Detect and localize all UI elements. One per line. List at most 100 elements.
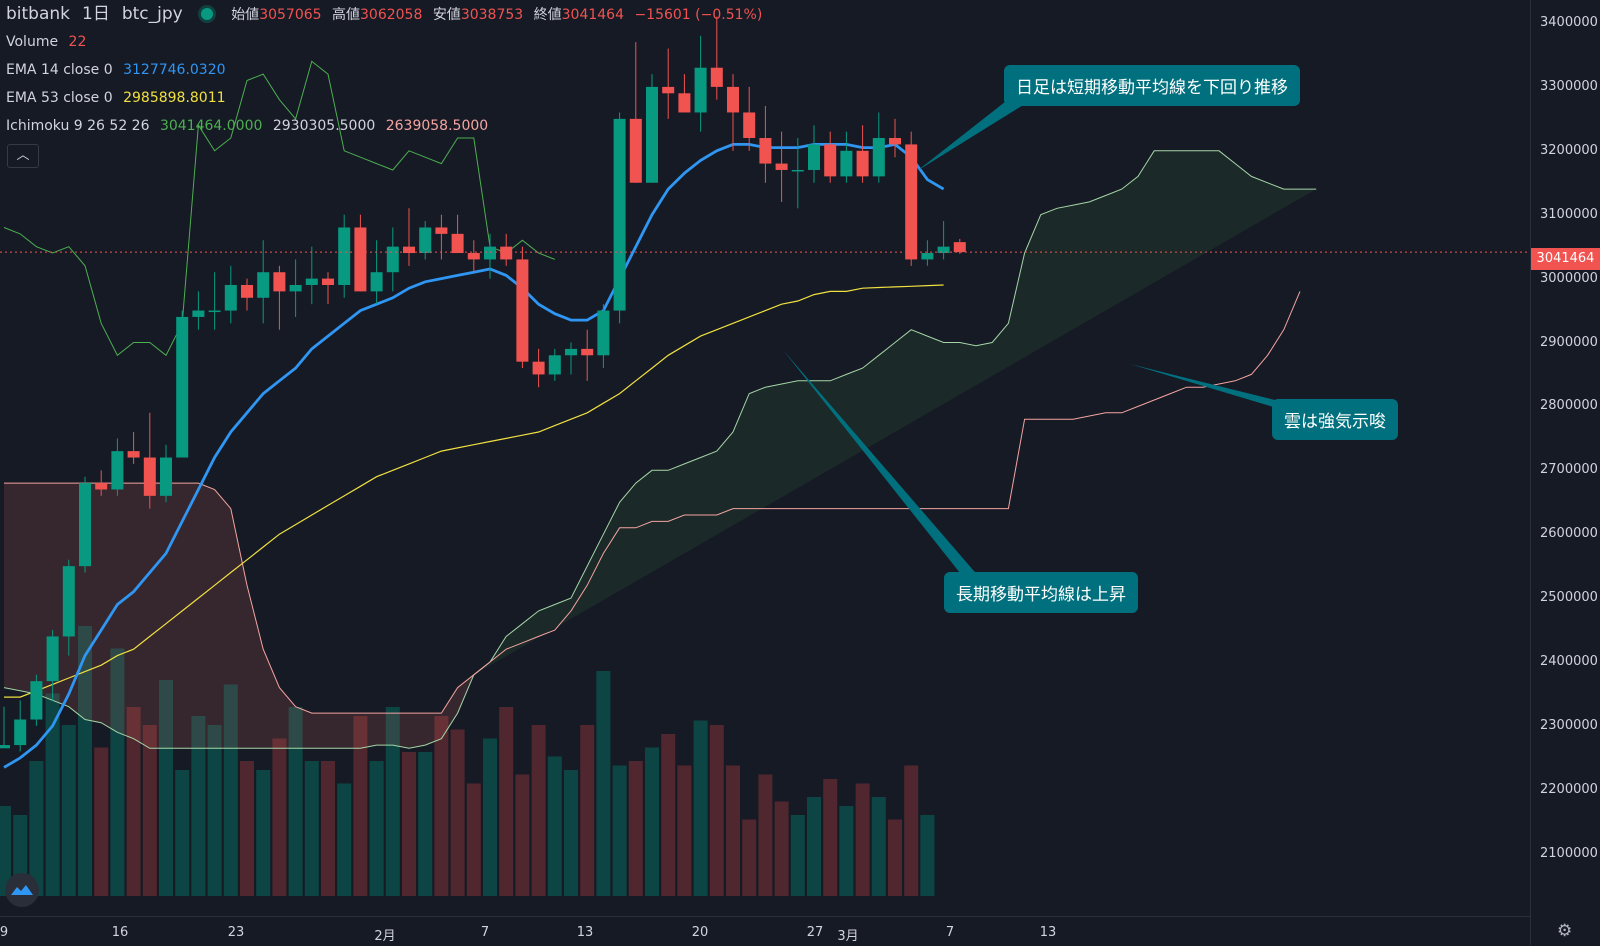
volume-bar: [159, 680, 173, 896]
volume-bar: [564, 770, 578, 896]
candle-body: [30, 681, 43, 720]
volume-bar: [888, 819, 902, 896]
volume-bar: [661, 734, 676, 896]
ema53-value: 2985898.8011: [123, 90, 226, 106]
volume-bar: [0, 806, 11, 896]
ichimoku-value-2: 2930305.5000: [272, 118, 376, 134]
candle-body: [95, 483, 108, 490]
volume-bar: [126, 707, 141, 896]
candle-body: [338, 227, 351, 285]
candle-body: [370, 272, 383, 292]
candle-body: [46, 636, 59, 682]
price-axis-label: 3200000: [1540, 142, 1598, 158]
callout-ema-long: 長期移動平均線は上昇: [944, 572, 1138, 613]
callout-pointer: [917, 98, 1028, 171]
time-axis-label: 23: [227, 925, 245, 940]
volume-bar: [515, 774, 530, 896]
volume-bar: [256, 770, 271, 896]
candle-body: [208, 310, 221, 313]
candle-body: [0, 745, 10, 749]
candle-body: [273, 272, 286, 292]
price-axis-label: 3100000: [1540, 206, 1598, 222]
candle-body: [419, 227, 432, 254]
price-axis[interactable]: [1530, 0, 1600, 945]
price-axis-label: 3300000: [1540, 78, 1598, 94]
high-label: 高値: [332, 7, 360, 23]
candle-body: [646, 86, 658, 183]
volume-bar: [175, 770, 190, 896]
close-label: 終値: [533, 7, 562, 23]
volume-bar: [742, 819, 757, 896]
volume-bar: [709, 725, 724, 896]
callout-cloud: 雲は強気示唆: [1272, 399, 1398, 440]
candle-body: [775, 163, 788, 170]
volume-bar: [450, 729, 465, 896]
ichimoku-legend[interactable]: Ichimoku 9 26 52 26 3041464.0000 2930305…: [6, 117, 488, 135]
time-axis[interactable]: [0, 916, 1530, 946]
candle-body: [322, 278, 334, 285]
time-axis-label: 3月: [837, 929, 859, 944]
candle-body: [500, 246, 513, 260]
interval[interactable]: 1日: [82, 4, 110, 24]
volume-bar: [434, 716, 449, 896]
span-a-line: [3, 150, 1317, 749]
volume-bar: [223, 684, 238, 896]
symbol[interactable]: btc_jpy: [121, 4, 183, 24]
gear-icon[interactable]: ⚙: [1557, 921, 1573, 941]
candle-body: [467, 253, 480, 260]
candle-body: [289, 284, 302, 292]
volume-bar: [402, 752, 416, 896]
volume-bar: [920, 815, 935, 896]
candle-body: [127, 451, 140, 458]
volume-bar: [191, 716, 206, 896]
candle-body: [241, 284, 253, 298]
volume-bar: [807, 797, 821, 896]
candle-body: [937, 246, 950, 254]
candle-body: [62, 566, 75, 637]
candle-body: [14, 719, 27, 746]
candle-body: [581, 348, 594, 356]
ema14-legend[interactable]: EMA 14 close 0 3127746.0320: [6, 61, 226, 79]
volume-bar: [596, 671, 611, 896]
candle-body: [111, 451, 124, 490]
volume-bar: [337, 783, 352, 896]
close-value: 3041464: [561, 7, 624, 23]
candle-body: [192, 310, 205, 317]
time-axis-label: 16: [111, 925, 129, 940]
candle-body: [532, 361, 545, 375]
volume-bar: [823, 779, 838, 896]
candle-body: [354, 227, 367, 292]
volume-bar: [369, 761, 384, 896]
candle-body: [565, 348, 577, 356]
ema53-legend[interactable]: EMA 53 close 0 2985898.8011: [6, 89, 226, 107]
volume-bar: [774, 801, 789, 896]
high-value: 3062058: [360, 7, 423, 23]
price-axis-label: 2500000: [1540, 590, 1598, 606]
candle-body: [548, 355, 561, 375]
price-chart[interactable]: [0, 0, 1530, 916]
callout-ema-short: 日足は短期移動平均線を下回り推移: [1004, 65, 1300, 106]
volume-bar: [45, 693, 60, 896]
candle-body: [597, 310, 610, 356]
volume-bar: [855, 783, 870, 896]
tradingview-logo-icon[interactable]: [5, 873, 39, 907]
chevron-up-icon[interactable]: ︿: [7, 144, 39, 168]
volume-legend[interactable]: Volume 22: [6, 33, 86, 51]
volume-bar: [240, 761, 254, 896]
volume-bar: [547, 756, 562, 896]
volume-bar: [466, 783, 481, 896]
volume-bar: [304, 761, 319, 896]
candle-body: [727, 86, 739, 113]
volume-bar: [61, 725, 76, 896]
ema53-label: EMA 53 close 0: [6, 90, 113, 106]
candle-body: [678, 93, 691, 113]
volume-bar: [726, 765, 740, 896]
volume-value: 22: [68, 34, 87, 50]
open-label: 始値: [231, 7, 260, 23]
candle-body: [224, 284, 237, 311]
candle-body: [435, 227, 448, 234]
candle-body: [759, 138, 772, 164]
volume-bar: [693, 720, 708, 896]
volume-bar: [904, 765, 919, 896]
volume-bar: [321, 761, 335, 896]
